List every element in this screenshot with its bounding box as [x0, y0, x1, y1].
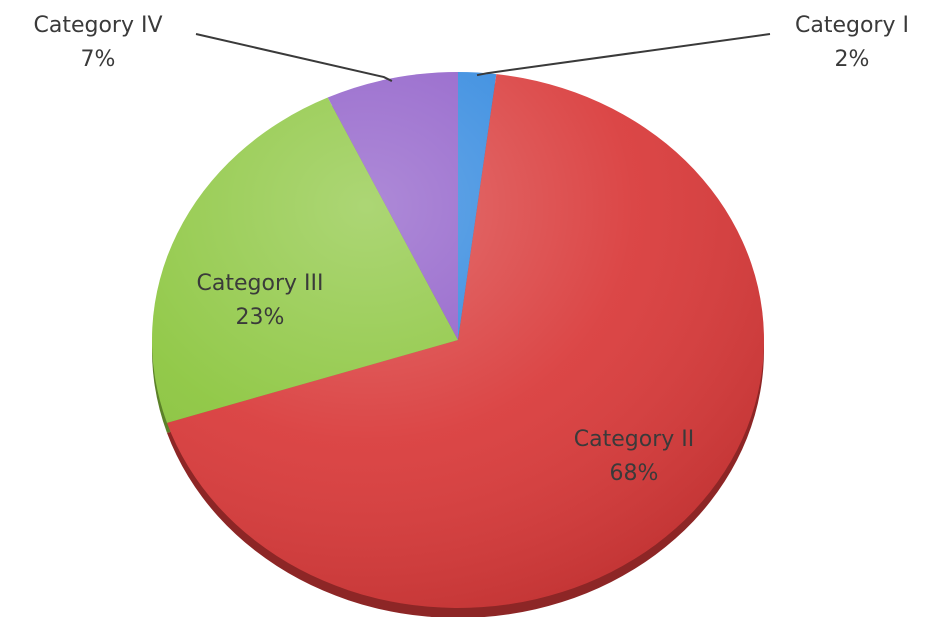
slice-labels: Category I 2% Category II 68% Category III 23… [33, 13, 909, 486]
slice-value-category-i: 2% [835, 47, 870, 72]
pie-shine [152, 72, 764, 608]
slice-label-category-ii: Category II [574, 427, 694, 452]
slice-label-category-iii: Category III [197, 271, 324, 296]
slice-value-category-ii: 68% [610, 461, 659, 486]
leader-line-category-iv [195, 33, 393, 82]
slice-label-category-iv: Category IV [33, 13, 162, 38]
leader-lines [195, 33, 771, 82]
slice-value-category-iv: 7% [81, 47, 116, 72]
slice-value-category-iii: 23% [236, 305, 285, 330]
slice-label-category-i: Category I [795, 13, 909, 38]
leader-line-category-i [476, 33, 771, 77]
